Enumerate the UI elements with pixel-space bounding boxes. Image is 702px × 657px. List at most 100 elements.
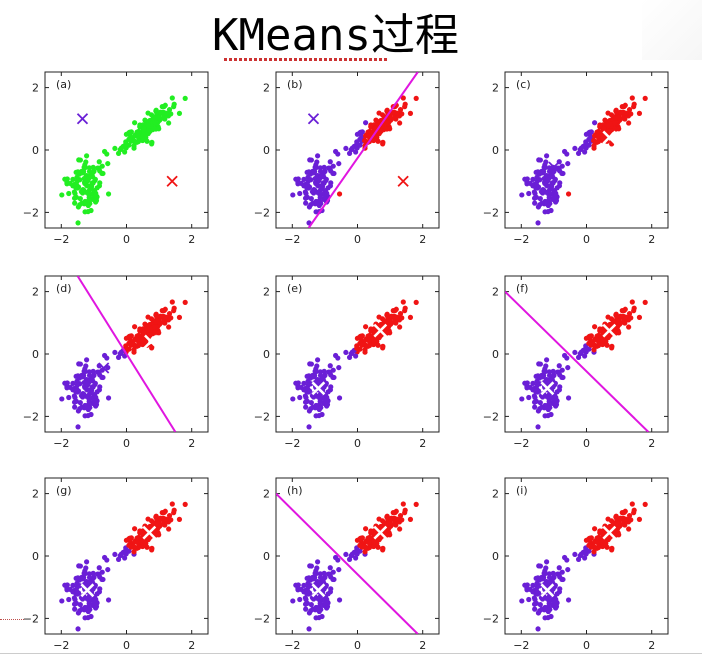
panel-label: (e) [287, 282, 302, 295]
data-point [77, 361, 84, 367]
centroid-marker-2 [602, 525, 617, 540]
data-point [368, 124, 374, 130]
data-point [537, 563, 544, 569]
data-point [59, 396, 65, 402]
data-point [394, 516, 400, 522]
centroid-marker-2 [602, 323, 617, 338]
data-point [126, 542, 132, 548]
data-point [141, 336, 147, 342]
data-point [550, 368, 556, 374]
data-point [311, 170, 317, 176]
data-point [530, 380, 536, 386]
data-point [160, 521, 166, 527]
centroid-marker-1 [80, 583, 95, 598]
data-point [297, 394, 303, 401]
data-point [616, 126, 622, 132]
centroid-marker-1 [98, 362, 110, 374]
data-point [305, 178, 311, 184]
kmeans-panel-f: −2 0 2 2 0 −2 (f) [483, 275, 669, 450]
data-point [153, 521, 159, 527]
data-point [126, 129, 133, 135]
data-point [384, 521, 390, 527]
y-tick-label: 2 [32, 286, 39, 299]
data-point [135, 544, 142, 551]
data-point [74, 382, 80, 388]
data-point [325, 591, 331, 597]
data-point [626, 120, 632, 126]
data-point [376, 516, 382, 522]
data-point [626, 526, 632, 532]
data-point [318, 579, 324, 585]
data-point [156, 532, 162, 538]
data-point [85, 208, 91, 215]
data-point [304, 386, 311, 392]
data-point [304, 588, 311, 594]
data-point [363, 526, 369, 532]
kmeans-panel-a: −2 0 2 2 0 −2 (a) [23, 71, 209, 246]
y-tick-label: 2 [263, 82, 270, 95]
data-point [62, 380, 68, 386]
data-point [387, 532, 393, 538]
data-point [600, 543, 606, 549]
data-point [122, 555, 128, 561]
centroid-marker-1 [540, 583, 555, 598]
data-point [546, 574, 553, 581]
data-point [582, 353, 588, 359]
data-point [182, 501, 188, 507]
data-points [519, 95, 648, 226]
data-point [559, 367, 565, 373]
data-point [531, 399, 538, 405]
data-point [629, 95, 635, 101]
data-point [97, 574, 103, 580]
data-point [304, 373, 310, 379]
x-tick-label: 2 [188, 639, 195, 652]
data-point [402, 510, 408, 516]
data-point [592, 324, 598, 330]
data-point [545, 412, 551, 419]
data-point [297, 190, 303, 197]
kmeans-panel-b: −2 0 2 2 0 −2 (b) [254, 71, 440, 246]
data-point [361, 543, 368, 550]
data-point [131, 347, 137, 353]
data-point [556, 565, 562, 571]
data-point [298, 586, 304, 593]
data-point [141, 330, 147, 336]
y-tick-label: −2 [23, 206, 39, 219]
data-point [590, 137, 597, 144]
centroid-marker-1 [311, 381, 326, 396]
data-point [87, 387, 93, 393]
data-point [126, 333, 133, 339]
data-point [112, 551, 118, 558]
data-point [604, 544, 610, 550]
data-point [71, 601, 78, 607]
data-point [298, 180, 304, 187]
data-point [407, 314, 414, 320]
data-point [383, 120, 389, 126]
data-point [151, 330, 158, 336]
data-point [137, 124, 143, 130]
data-point [311, 576, 317, 582]
data-point [176, 516, 183, 522]
y-tick-label: −2 [254, 410, 270, 423]
data-point [142, 117, 148, 123]
data-point [67, 180, 73, 187]
data-point [365, 539, 372, 545]
data-point [554, 591, 560, 597]
data-points [59, 95, 188, 226]
data-point [75, 424, 81, 430]
data-point [160, 115, 166, 121]
data-point [368, 328, 374, 334]
data-point [182, 299, 188, 305]
data-point [547, 579, 553, 585]
data-point [168, 517, 174, 523]
data-point [378, 128, 384, 134]
decision-boundary [76, 276, 177, 432]
data-point [540, 374, 546, 380]
data-point [317, 168, 324, 175]
data-point [604, 342, 610, 348]
data-point [149, 141, 155, 147]
data-point [376, 314, 382, 320]
x-tick-label: −2 [513, 639, 529, 652]
data-point [140, 543, 146, 549]
data-point [353, 555, 359, 561]
